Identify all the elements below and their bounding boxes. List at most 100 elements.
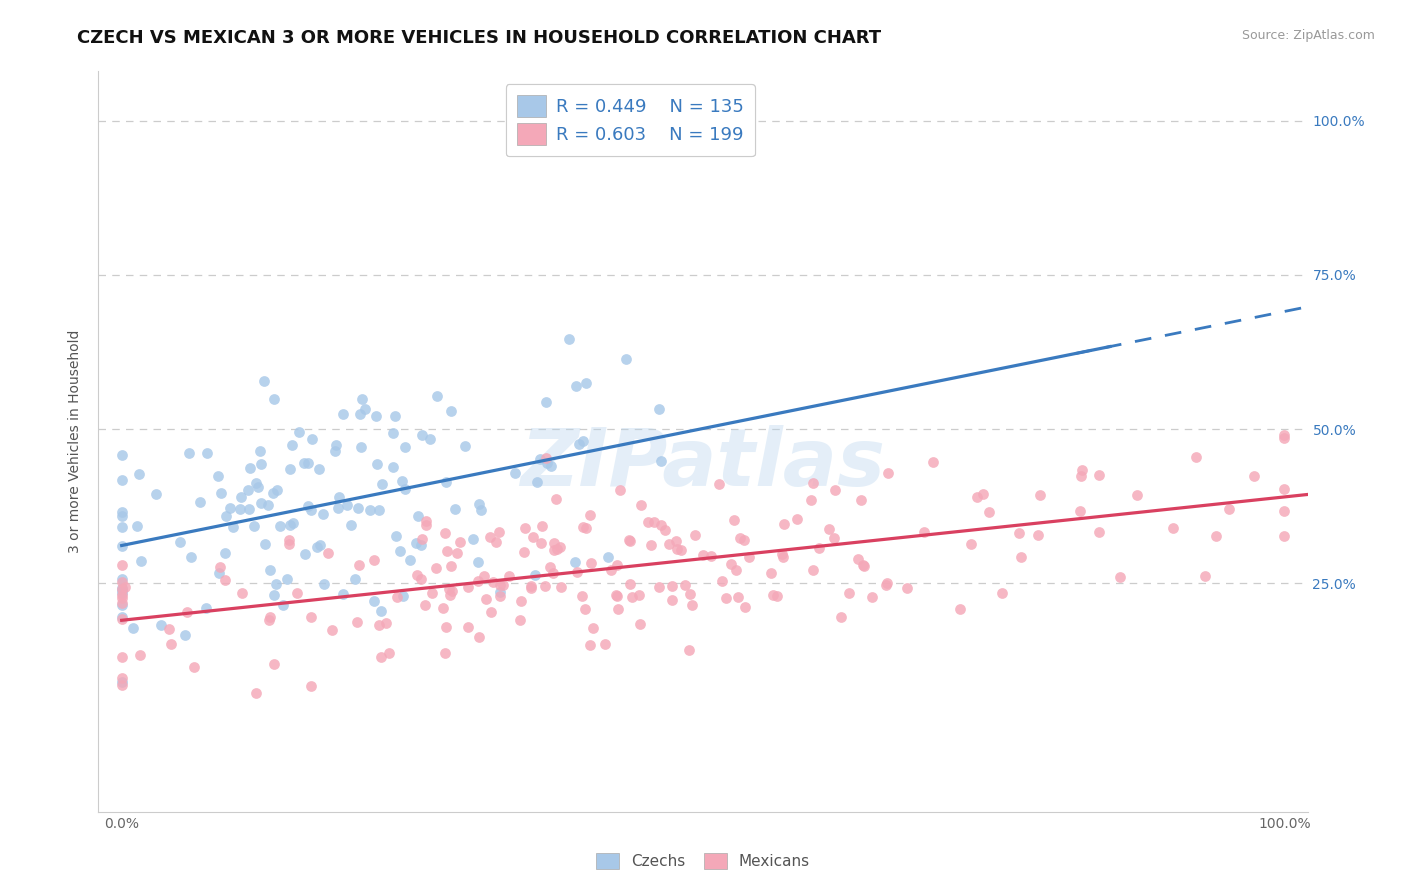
Point	[876, 575, 898, 590]
Point	[558, 332, 581, 346]
Point	[378, 646, 401, 660]
Point	[111, 610, 134, 624]
Point	[534, 451, 557, 466]
Point	[433, 526, 456, 541]
Point	[860, 591, 883, 605]
Point	[323, 443, 346, 458]
Point	[786, 512, 808, 526]
Point	[292, 456, 315, 470]
Point	[681, 599, 703, 613]
Point	[531, 519, 554, 533]
Point	[207, 469, 229, 483]
Point	[111, 612, 134, 626]
Point	[283, 516, 305, 530]
Point	[565, 566, 588, 580]
Point	[381, 459, 404, 474]
Point	[520, 579, 543, 593]
Point	[770, 547, 793, 561]
Point	[605, 588, 627, 602]
Point	[467, 574, 489, 588]
Point	[299, 503, 322, 517]
Point	[457, 620, 479, 634]
Point	[271, 599, 294, 613]
Point	[367, 502, 389, 516]
Point	[1161, 521, 1184, 535]
Point	[505, 466, 527, 480]
Point	[301, 433, 323, 447]
Point	[443, 502, 465, 516]
Point	[658, 536, 681, 550]
Point	[245, 476, 267, 491]
Point	[830, 610, 852, 624]
Point	[384, 529, 406, 543]
Point	[661, 592, 683, 607]
Point	[111, 588, 134, 602]
Point	[318, 546, 340, 560]
Point	[1026, 528, 1049, 542]
Point	[472, 569, 495, 583]
Point	[436, 544, 458, 558]
Point	[239, 461, 262, 475]
Point	[801, 476, 824, 491]
Point	[111, 505, 134, 519]
Y-axis label: 3 or more Vehicles in Household: 3 or more Vehicles in Household	[69, 330, 83, 553]
Point	[384, 409, 406, 423]
Point	[600, 563, 623, 577]
Point	[1126, 487, 1149, 501]
Point	[439, 588, 461, 602]
Point	[353, 401, 375, 416]
Point	[1243, 469, 1265, 483]
Point	[422, 586, 444, 600]
Point	[215, 508, 238, 523]
Point	[367, 618, 389, 632]
Point	[269, 519, 291, 533]
Point	[350, 440, 373, 454]
Point	[111, 539, 134, 553]
Point	[399, 553, 422, 567]
Text: Source: ZipAtlas.com: Source: ZipAtlas.com	[1241, 29, 1375, 42]
Point	[737, 549, 759, 564]
Point	[294, 547, 316, 561]
Point	[467, 631, 489, 645]
Point	[678, 643, 700, 657]
Point	[208, 559, 231, 574]
Point	[371, 477, 394, 491]
Point	[214, 546, 236, 560]
Point	[145, 487, 167, 501]
Point	[394, 440, 416, 454]
Point	[208, 566, 231, 580]
Point	[463, 532, 485, 546]
Point	[972, 487, 994, 501]
Point	[111, 508, 134, 523]
Point	[575, 376, 598, 391]
Point	[849, 492, 872, 507]
Point	[619, 534, 641, 549]
Point	[877, 466, 900, 480]
Point	[523, 568, 546, 582]
Point	[488, 578, 510, 592]
Point	[896, 581, 918, 595]
Point	[122, 621, 145, 635]
Point	[479, 605, 502, 619]
Point	[259, 610, 281, 624]
Point	[723, 513, 745, 527]
Point	[1069, 504, 1091, 518]
Point	[1088, 467, 1111, 482]
Point	[352, 392, 374, 406]
Point	[128, 467, 150, 481]
Point	[321, 623, 343, 637]
Point	[513, 520, 536, 534]
Point	[614, 352, 637, 367]
Point	[449, 535, 471, 549]
Point	[111, 649, 134, 664]
Point	[111, 586, 134, 600]
Point	[1272, 503, 1295, 517]
Point	[630, 498, 652, 512]
Point	[510, 594, 533, 608]
Point	[536, 456, 558, 470]
Point	[114, 580, 136, 594]
Point	[129, 554, 152, 568]
Point	[1109, 570, 1132, 584]
Point	[326, 501, 349, 516]
Point	[264, 576, 287, 591]
